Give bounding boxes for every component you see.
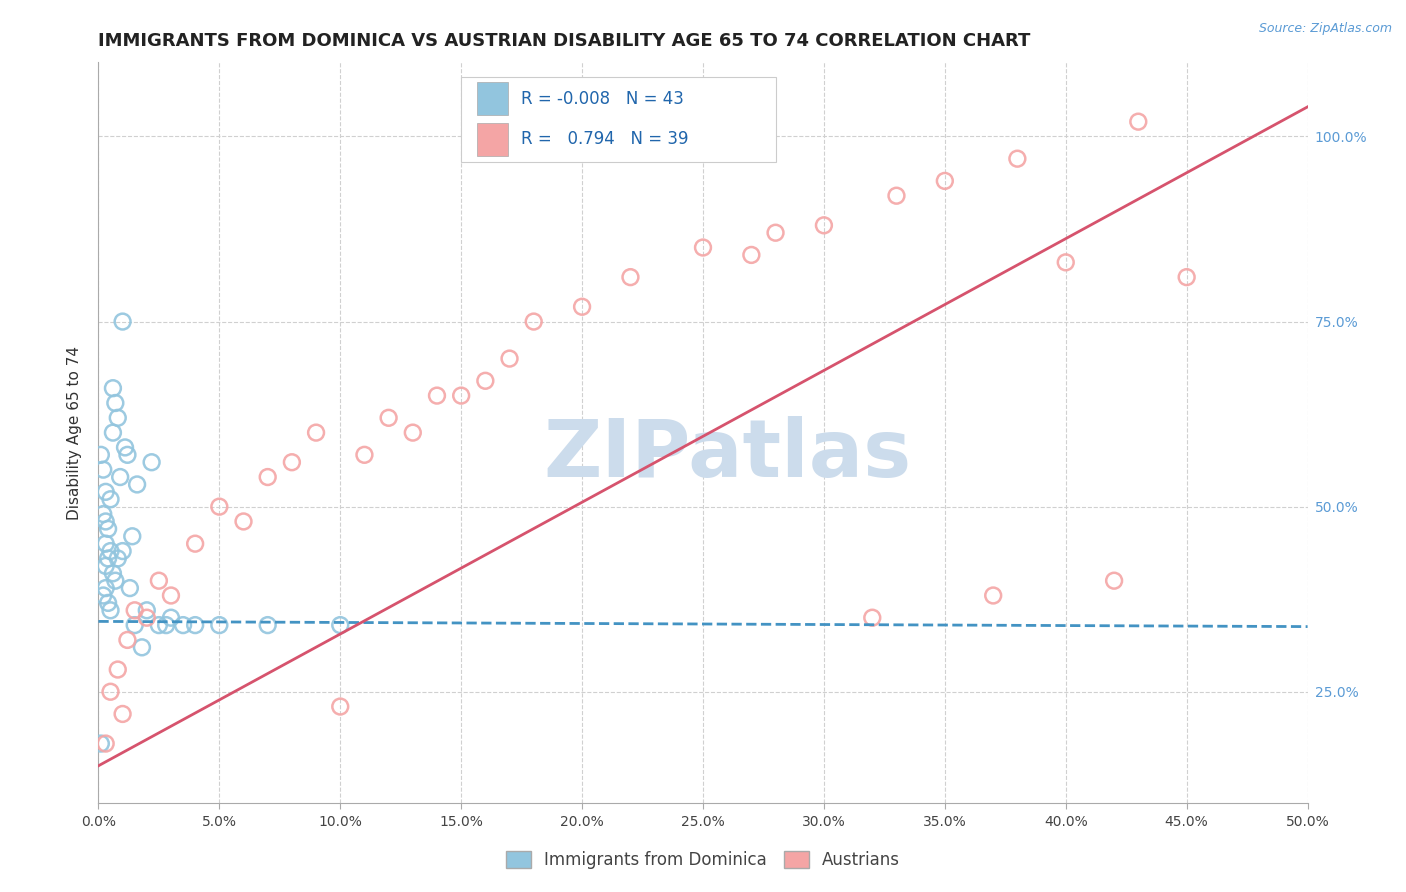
Point (94, 558, 117, 573)
Point (184, 618, 207, 632)
Point (377, 410, 399, 425)
Point (97, 596, 120, 610)
Point (498, 351, 520, 366)
Point (100, 685, 122, 699)
Point (90, 737, 112, 751)
Point (1175, 270, 1198, 285)
Point (124, 603, 146, 617)
Point (934, 174, 956, 188)
Point (765, 226, 787, 240)
Point (135, 611, 157, 625)
Point (256, 618, 278, 632)
Point (402, 425, 425, 440)
Point (111, 314, 134, 328)
Point (121, 529, 143, 543)
Point (148, 618, 170, 632)
Point (131, 640, 153, 655)
Point (117, 448, 139, 462)
Point (91, 507, 114, 521)
Point (208, 618, 231, 632)
Point (111, 706, 134, 721)
Point (101, 425, 124, 440)
Point (692, 240, 714, 254)
Point (981, 589, 1004, 603)
Point (100, 492, 122, 507)
Point (117, 632, 139, 647)
Point (135, 603, 157, 617)
Point (104, 574, 127, 588)
Point (94, 536, 117, 550)
Point (114, 441, 136, 455)
Point (305, 425, 328, 440)
Point (124, 618, 146, 632)
Point (94, 581, 117, 595)
Point (426, 389, 449, 403)
Point (160, 611, 183, 625)
Point (619, 270, 641, 285)
Point (474, 374, 496, 388)
Point (1128, 114, 1150, 128)
Point (107, 410, 129, 425)
Point (523, 314, 546, 328)
Point (160, 589, 183, 603)
Point (90, 448, 112, 462)
Point (1007, 152, 1029, 166)
Point (97, 551, 120, 566)
Point (329, 618, 352, 632)
Point (256, 470, 278, 484)
Point (101, 381, 124, 395)
Point (97, 522, 120, 536)
Point (100, 603, 122, 617)
Point (94, 515, 117, 529)
Point (232, 515, 254, 529)
Point (1054, 255, 1077, 269)
Text: Source: ZipAtlas.com: Source: ZipAtlas.com (1258, 22, 1392, 36)
Point (107, 551, 129, 566)
Point (91, 589, 114, 603)
Point (353, 448, 375, 462)
Point (813, 219, 835, 233)
Point (91, 462, 114, 476)
Point (208, 500, 231, 514)
Point (100, 544, 122, 558)
Point (281, 455, 304, 469)
Point (94, 484, 117, 499)
Point (111, 544, 134, 558)
Point (1102, 574, 1125, 588)
Text: IMMIGRANTS FROM DOMINICA VS AUSTRIAN DISABILITY AGE 65 TO 74 CORRELATION CHART: IMMIGRANTS FROM DOMINICA VS AUSTRIAN DIS… (98, 32, 1031, 50)
Point (329, 699, 352, 714)
Point (860, 611, 883, 625)
Point (172, 618, 194, 632)
Y-axis label: Disability Age 65 to 74: Disability Age 65 to 74 (67, 345, 83, 520)
Point (450, 389, 472, 403)
Point (184, 536, 207, 550)
Legend: Immigrants from Dominica, Austrians: Immigrants from Dominica, Austrians (499, 845, 907, 876)
Point (740, 248, 762, 262)
Point (94, 737, 117, 751)
Point (127, 477, 149, 491)
Point (104, 396, 127, 410)
Text: ZIPatlas: ZIPatlas (543, 416, 911, 494)
Point (886, 188, 908, 202)
Point (571, 300, 593, 314)
Point (108, 470, 131, 484)
Point (101, 566, 124, 581)
Point (141, 455, 163, 469)
Point (107, 663, 129, 677)
Point (118, 581, 141, 595)
Point (155, 618, 177, 632)
Point (148, 574, 170, 588)
